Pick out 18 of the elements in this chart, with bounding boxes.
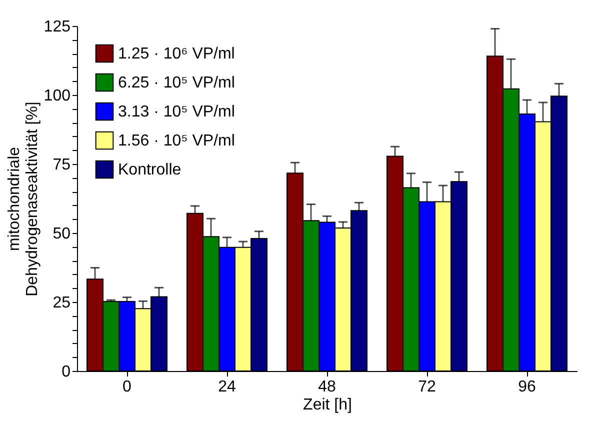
x-tick-label: 48 [318,378,336,396]
y-tick-label: 25 [52,294,71,312]
x-tick-label: 96 [518,378,536,396]
y-tick-label: 100 [44,88,71,104]
y-tick-label: 125 [44,18,71,36]
x-axis-title: Zeit [h] [303,396,352,414]
y-tick-label: 75 [52,156,71,174]
x-tick-label: 24 [218,378,236,396]
y-tick-label: 0 [62,364,71,380]
x-tick-label: 0 [122,378,132,396]
legend-label: Kontrolle [118,162,182,178]
y-axis-title: mitochondriale Dehydrogenaseaktivität [%] [6,102,41,296]
legend-label: 1.56 · 10⁵ VP/ml [118,132,235,150]
legend-label: 6.25 · 10⁵ VP/ml [118,74,235,92]
legend-label: 1.25 · 10⁶ VP/ml [118,46,235,62]
x-tick-label: 72 [418,378,436,396]
legend-label: 3.13 · 10⁵ VP/ml [118,104,235,120]
y-tick-label: 50 [52,226,71,242]
